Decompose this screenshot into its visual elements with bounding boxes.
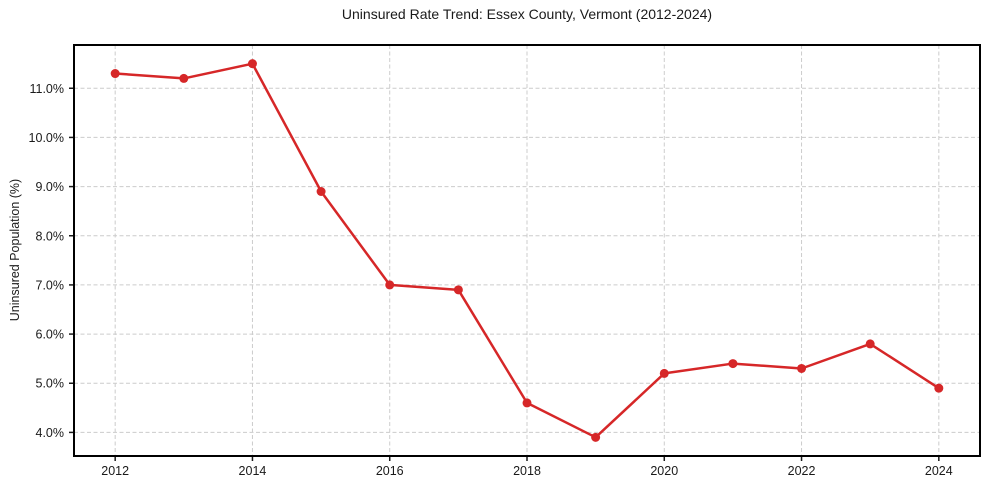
data-point-2022 xyxy=(797,363,807,373)
y-tick-label: 4.0% xyxy=(36,426,65,440)
y-tick-label: 9.0% xyxy=(36,180,65,194)
data-point-2013 xyxy=(179,73,189,83)
data-point-2018 xyxy=(522,398,532,408)
x-tick-label: 2012 xyxy=(101,464,129,478)
plot-border xyxy=(73,44,981,457)
data-point-2021 xyxy=(728,359,738,369)
data-point-2020 xyxy=(659,368,669,378)
data-point-2023 xyxy=(865,339,875,349)
y-tick-label: 5.0% xyxy=(36,377,65,391)
x-tick-label: 2024 xyxy=(925,464,953,478)
x-tick-label: 2018 xyxy=(513,464,541,478)
x-tick-label: 2022 xyxy=(788,464,816,478)
data-point-2016 xyxy=(385,280,395,290)
y-tick-label: 7.0% xyxy=(36,278,65,292)
chart-title: Uninsured Rate Trend: Essex County, Verm… xyxy=(341,6,713,22)
x-tick-label: 2014 xyxy=(239,464,267,478)
y-tick-label: 11.0% xyxy=(29,82,64,96)
data-point-2012 xyxy=(110,69,120,79)
y-tick-label: 10.0% xyxy=(29,131,64,145)
data-point-2015 xyxy=(316,187,326,197)
data-point-2024 xyxy=(934,383,944,393)
data-point-2017 xyxy=(453,285,463,295)
data-point-2014 xyxy=(247,59,257,69)
y-tick-label: 6.0% xyxy=(36,328,65,342)
x-tick-label: 2020 xyxy=(650,464,678,478)
data-point-2019 xyxy=(591,432,601,442)
y-tick-label: 8.0% xyxy=(36,229,65,243)
x-tick-label: 2016 xyxy=(376,464,404,478)
